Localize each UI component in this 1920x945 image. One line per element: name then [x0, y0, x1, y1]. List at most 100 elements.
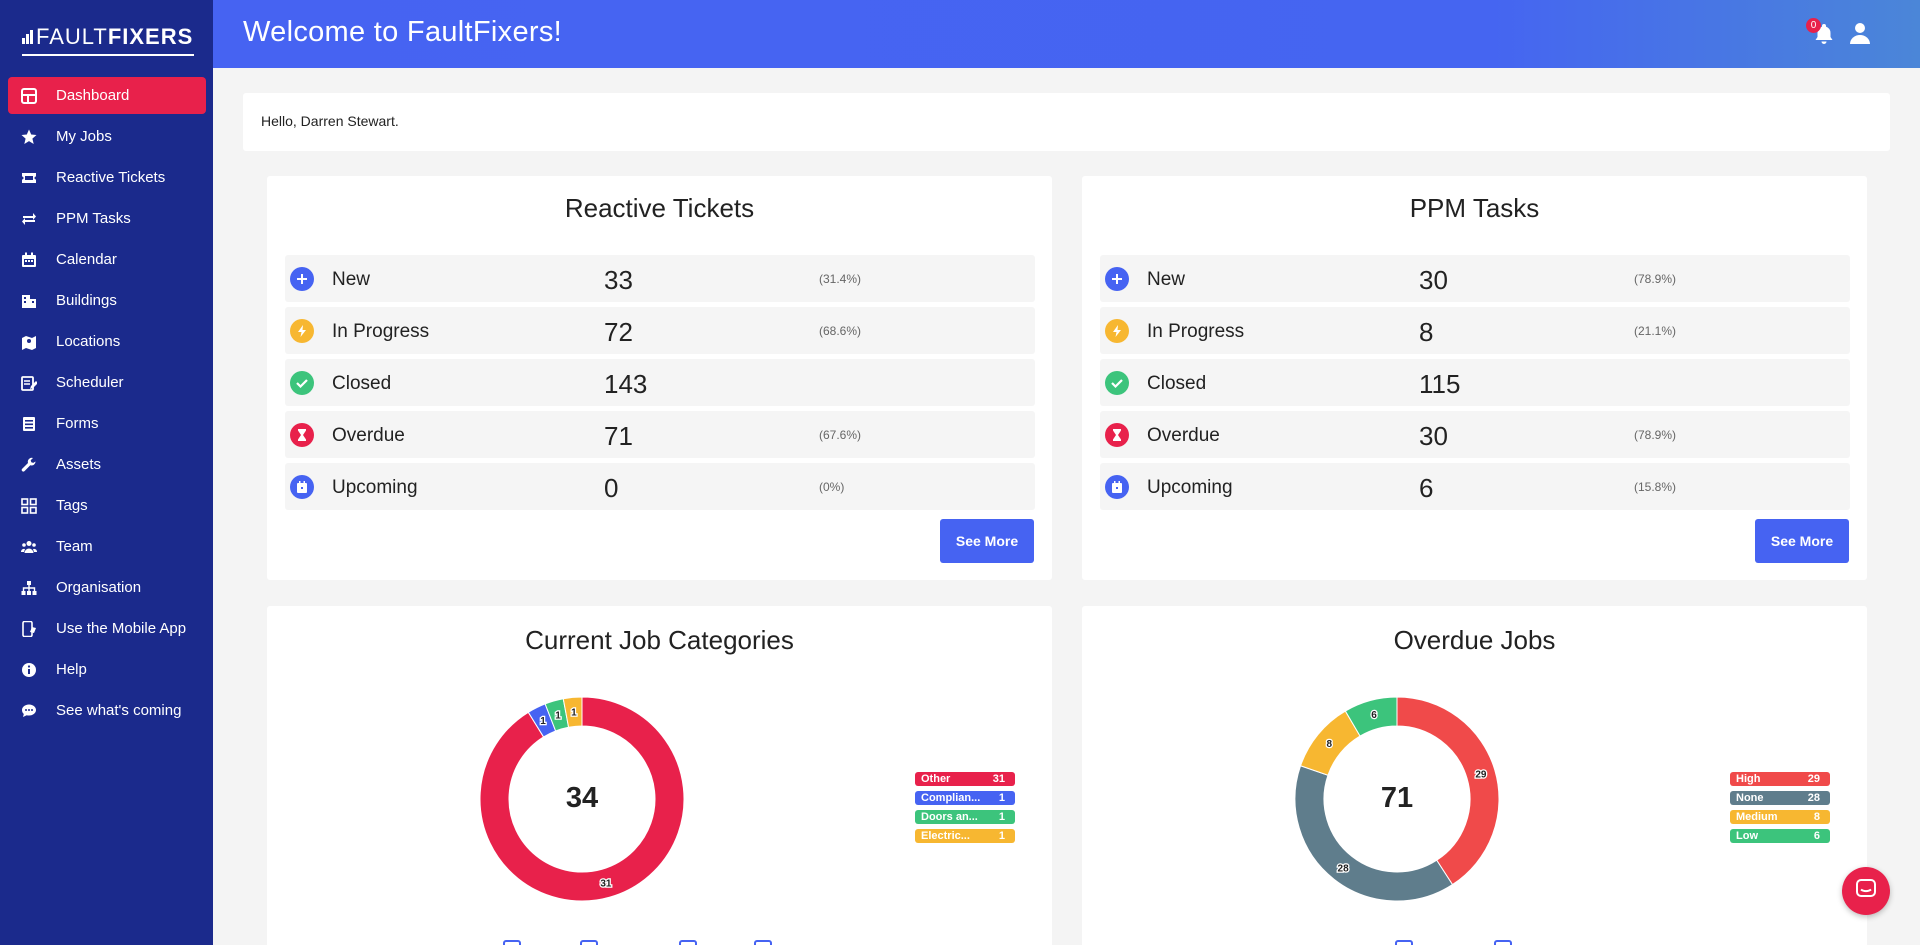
sidebar-item-team[interactable]: Team	[8, 528, 206, 565]
chart-legend: Other 31 Complian... 1 Doors an... 1 Electr…	[915, 772, 1015, 848]
chat-launcher-button[interactable]	[1842, 867, 1890, 915]
see-more-button[interactable]: See More	[940, 519, 1034, 563]
faultfixers-logo[interactable]: FAULTFIXERS	[22, 24, 194, 58]
slice-value-label: 31	[600, 879, 612, 890]
stat-value: 6	[1419, 473, 1434, 503]
tags-icon	[19, 497, 39, 515]
stat-value: 115	[1419, 369, 1461, 399]
legend-value: 1	[998, 792, 1005, 804]
overdue-jobs-donut-chart[interactable]: 29 28 8 6	[1292, 694, 1502, 904]
stat-row-upcoming[interactable]: Upcoming 6 (15.8%)	[1100, 463, 1850, 510]
card-title: Overdue Jobs	[1393, 625, 1556, 655]
legend-value: 8	[1813, 811, 1820, 823]
filter-checkbox[interactable]	[1494, 940, 1512, 945]
stat-percent: (67.6%)	[819, 428, 862, 442]
stat-percent: (0%)	[819, 480, 845, 494]
stat-value: 33	[604, 265, 633, 295]
sidebar-item-organisation[interactable]: Organisation	[8, 569, 206, 606]
user-icon[interactable]	[1848, 21, 1872, 45]
sidebar-item-help[interactable]: Help	[8, 651, 206, 688]
legend-item[interactable]: None 28	[1730, 791, 1830, 805]
legend-item[interactable]: Doors an... 1	[915, 810, 1015, 824]
card-title: Reactive Tickets	[564, 193, 755, 223]
sidebar-item-my-jobs[interactable]: My Jobs	[8, 118, 206, 155]
legend-label: Other	[921, 773, 951, 785]
calendar-icon	[19, 251, 39, 269]
stat-row-closed[interactable]: Closed 115	[1100, 359, 1850, 406]
stat-value: 143	[604, 369, 648, 399]
legend-value: 1	[998, 811, 1005, 823]
legend-item[interactable]: Medium 8	[1730, 810, 1830, 824]
dashboard-icon	[19, 87, 39, 105]
legend-item[interactable]: High 29	[1730, 772, 1830, 786]
sidebar-item-scheduler[interactable]: Scheduler	[8, 364, 206, 401]
legend-label: Electric...	[921, 830, 970, 842]
filter-checkbox[interactable]	[679, 940, 697, 945]
stat-value: 72	[604, 317, 633, 347]
stat-percent: (78.9%)	[1634, 428, 1677, 442]
filter-checkbox[interactable]	[580, 940, 598, 945]
hourglass-icon	[1105, 423, 1129, 447]
sidebar-item-see-whats-coming[interactable]: See what's coming	[8, 692, 206, 729]
forms-icon	[19, 415, 39, 433]
stat-label: Overdue	[1147, 425, 1220, 446]
page-title: Welcome to FaultFixers!	[243, 16, 563, 48]
sidebar-item-label: PPM Tasks	[56, 210, 131, 227]
slice-value-label: 29	[1475, 770, 1487, 781]
slice-value-label: 28	[1338, 863, 1350, 874]
plus-icon	[290, 267, 314, 291]
donut-slice[interactable]	[479, 696, 685, 902]
stat-label: New	[332, 269, 371, 290]
stat-label: In Progress	[1147, 321, 1245, 342]
stat-row-upcoming[interactable]: Upcoming 0 (0%)	[285, 463, 1035, 510]
see-more-button[interactable]: See More	[1755, 519, 1849, 563]
stat-value: 8	[1419, 317, 1434, 347]
sidebar-item-buildings[interactable]: Buildings	[8, 282, 206, 319]
sidebar-item-dashboard[interactable]: Dashboard	[8, 77, 206, 114]
sidebar-item-label: Locations	[56, 333, 121, 350]
legend-item[interactable]: Other 31	[915, 772, 1015, 786]
donut-slice[interactable]	[1294, 765, 1454, 902]
donut-center-total: 71	[1380, 782, 1414, 814]
sidebar-item-calendar[interactable]: Calendar	[8, 241, 206, 278]
legend-item[interactable]: Low 6	[1730, 829, 1830, 843]
repeat-icon	[19, 210, 39, 228]
sidebar-item-label: Assets	[56, 456, 102, 473]
donut-slice[interactable]	[1344, 696, 1398, 737]
stat-row-overdue[interactable]: Overdue 71 (67.6%)	[285, 411, 1035, 458]
legend-label: Complian...	[921, 792, 981, 804]
chart-legend: High 29 None 28 Medium 8 Low 6	[1730, 772, 1830, 848]
sidebar-item-reactive-tickets[interactable]: Reactive Tickets	[8, 159, 206, 196]
filter-checkbox[interactable]	[1395, 940, 1413, 945]
stat-row-new[interactable]: New 30 (78.9%)	[1100, 255, 1850, 302]
greeting-text: Hello, Darren Stewart.	[261, 113, 399, 129]
filter-checkbox[interactable]	[503, 940, 521, 945]
sidebar-item-tags[interactable]: Tags	[8, 487, 206, 524]
ppm-tasks-card: PPM Tasks New 30 (78.9%) In Progress 8 (…	[1082, 176, 1867, 580]
sidebar-item-label: Help	[56, 661, 87, 678]
stat-value: 71	[604, 421, 633, 451]
donut-slice[interactable]	[562, 696, 583, 728]
sidebar-item-assets[interactable]: Assets	[8, 446, 206, 483]
legend-item[interactable]: Electric... 1	[915, 829, 1015, 843]
legend-item[interactable]: Complian... 1	[915, 791, 1015, 805]
stat-label: New	[1147, 269, 1186, 290]
sidebar-item-label: My Jobs	[56, 128, 112, 145]
stat-row-in-progress[interactable]: In Progress 8 (21.1%)	[1100, 307, 1850, 354]
stat-row-closed[interactable]: Closed 143	[285, 359, 1035, 406]
check-icon	[290, 371, 314, 395]
stat-row-in-progress[interactable]: In Progress 72 (68.6%)	[285, 307, 1035, 354]
sidebar-item-mobile-app[interactable]: Use the Mobile App	[8, 610, 206, 647]
filter-checkbox[interactable]	[754, 940, 772, 945]
sidebar-item-ppm-tasks[interactable]: PPM Tasks	[8, 200, 206, 237]
hourglass-icon	[290, 423, 314, 447]
stat-row-new[interactable]: New 33 (31.4%)	[285, 255, 1035, 302]
stat-label: Upcoming	[1147, 477, 1233, 498]
sidebar-item-label: Organisation	[56, 579, 142, 596]
sidebar-item-locations[interactable]: Locations	[8, 323, 206, 360]
donut-slice[interactable]	[1396, 696, 1500, 886]
stat-row-overdue[interactable]: Overdue 30 (78.9%)	[1100, 411, 1850, 458]
star-icon	[19, 128, 39, 146]
sidebar-item-forms[interactable]: Forms	[8, 405, 206, 442]
